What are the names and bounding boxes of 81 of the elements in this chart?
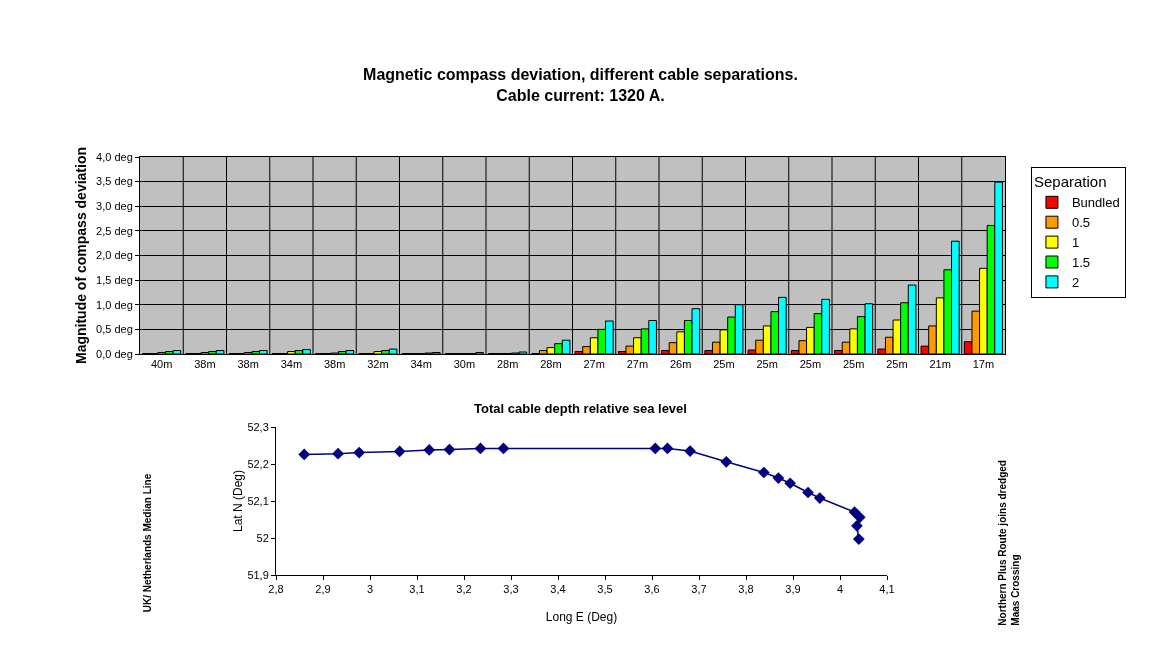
x-tick-label: 27m	[626, 358, 649, 371]
y-axis-title: Magnitude of compass deviation	[72, 146, 89, 365]
point	[852, 533, 865, 545]
x-tick-label: 40m	[150, 358, 173, 371]
legend-label: 2	[1071, 274, 1080, 290]
x-tick-label: 25m	[713, 358, 735, 371]
point	[649, 442, 662, 455]
point	[443, 443, 456, 456]
point	[758, 466, 770, 479]
legend-label: Bundled	[1071, 195, 1120, 211]
x-tick-label: 34m	[280, 358, 303, 371]
y-tick-label: 4,0 deg	[96, 150, 133, 163]
point	[497, 442, 510, 455]
y-tick-label: 2,5 deg	[96, 224, 133, 237]
point	[332, 447, 344, 460]
y-tick-label: 51,9	[247, 568, 269, 581]
legend-label: 0.5	[1071, 215, 1091, 231]
point	[661, 442, 674, 455]
x-tick-label: 25m	[842, 358, 865, 371]
point	[393, 445, 406, 458]
x-tick-label: 3,9	[785, 583, 801, 596]
point	[851, 519, 863, 532]
y-tick-label: 3,0 deg	[96, 200, 133, 213]
y-tick-label: 52,2	[247, 457, 269, 470]
y-axis-title: Lat N (Deg)	[231, 469, 245, 533]
x-tick-label: 28m	[540, 358, 562, 371]
point	[474, 442, 487, 455]
x-tick-label: 21m	[929, 358, 951, 371]
x-tick-label: 4	[836, 583, 844, 596]
x-tick-label: 34m	[410, 358, 432, 371]
y-tick-label: 2,0 deg	[96, 249, 133, 262]
text: UK/ Netherlands Median Line	[142, 473, 154, 613]
x-tick-label: 3,4	[550, 583, 566, 596]
x-tick-label: 38m	[237, 358, 259, 371]
y-tick-label: 1,5 deg	[96, 273, 133, 286]
x-tick-label: 38m	[194, 358, 216, 371]
point	[784, 477, 797, 490]
x-tick-label: 3	[366, 583, 374, 596]
chart-title: Total cable depth relative sea level	[474, 400, 687, 416]
legend-title: Separation	[1033, 173, 1107, 191]
legend-label: 1.5	[1071, 255, 1091, 271]
x-tick-label: 2,8	[268, 583, 284, 596]
x-tick-label: 25m	[799, 358, 822, 371]
y-tick-label: 52,1	[247, 494, 269, 507]
x-tick-label: 32m	[367, 358, 389, 371]
point	[772, 472, 785, 484]
point	[423, 444, 436, 456]
x-tick-label: 38m	[323, 358, 346, 371]
text: Northern Plus Route joins dredged Maas Crossing	[996, 460, 1021, 626]
x-tick-label: 26m	[669, 358, 692, 371]
point	[720, 455, 733, 468]
point	[298, 448, 311, 461]
x-tick-label: 3,3	[503, 583, 519, 596]
point	[353, 446, 366, 459]
x-tick-label: 3,2	[456, 583, 472, 596]
legend-label: 1	[1071, 235, 1080, 251]
x-tick-label: 3,1	[409, 583, 425, 596]
x-axis-title: Long E (Deg)	[545, 610, 618, 624]
y-tick-label: 0,0 deg	[96, 347, 133, 360]
x-tick-label: 3,5	[597, 583, 613, 596]
x-tick-label: 3,7	[691, 583, 707, 596]
x-tick-label: 3,6	[644, 583, 660, 596]
y-tick-label: 52	[256, 531, 269, 544]
y-tick-label: 3,5 deg	[96, 175, 133, 188]
point	[813, 492, 826, 504]
x-tick-label: 17m	[972, 358, 995, 371]
point	[853, 511, 866, 524]
y-tick-label: 1,0 deg	[96, 298, 133, 311]
x-tick-label: 30m	[453, 358, 476, 371]
x-tick-label: 25m	[756, 358, 778, 371]
y-tick-label: 52,3	[247, 420, 269, 433]
x-tick-label: 25m	[886, 358, 908, 371]
point	[802, 486, 814, 499]
x-tick-label: 27m	[583, 358, 605, 371]
x-tick-label: 28m	[496, 358, 519, 371]
chart-title: Magnetic compass deviation, different cable separations. Cable current: 1320 A.	[363, 66, 798, 104]
x-tick-label: 3,8	[738, 583, 754, 596]
y-tick-label: 0,5 deg	[96, 323, 133, 336]
x-tick-label: 2,9	[315, 583, 331, 596]
point	[848, 506, 861, 518]
x-tick-label: 4,1	[879, 583, 895, 596]
